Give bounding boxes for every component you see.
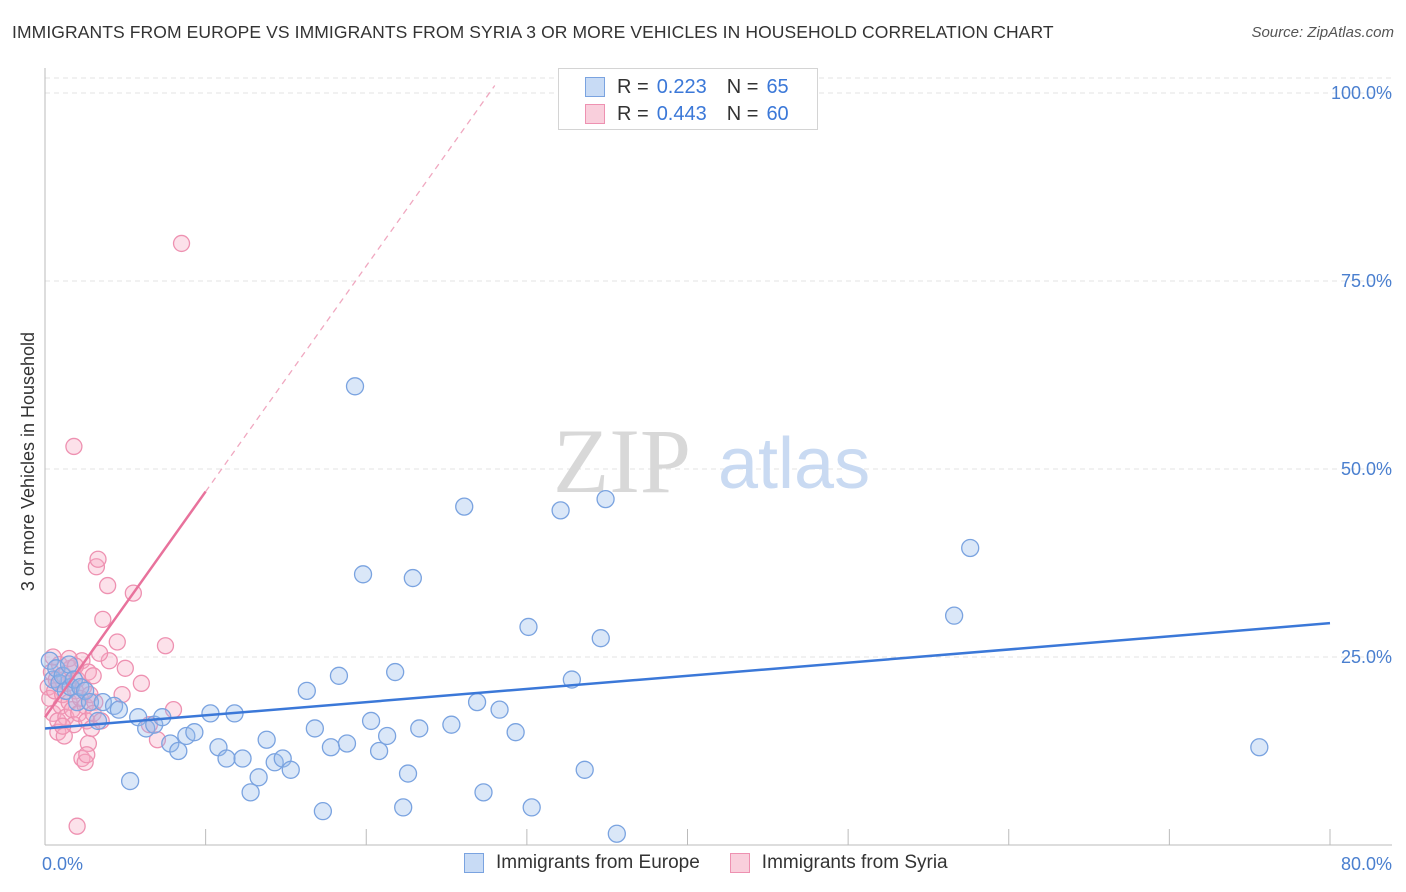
legend-r-value-europe: 0.223 <box>656 75 707 98</box>
europe-point <box>522 798 541 817</box>
label-layer: 25.0% 50.0% 75.0% 100.0% 0.0% 80.0% 3 or more … <box>18 83 1392 874</box>
europe-point <box>329 666 349 685</box>
legend-row-syria: R = 0.443 N = 60 <box>585 102 789 126</box>
europe-point <box>249 768 268 787</box>
syria-point <box>68 817 86 835</box>
europe-point <box>76 681 95 700</box>
syria-point <box>108 633 126 651</box>
europe-point <box>281 760 300 779</box>
bottom-legend-europe: Immigrants from Europe <box>464 852 700 874</box>
legend-r-label: R = <box>617 102 649 125</box>
bottom-legend-swatch-europe <box>464 853 484 873</box>
syria-point <box>84 667 102 685</box>
europe-point <box>591 629 610 648</box>
legend-n-value-syria: 60 <box>766 102 789 125</box>
europe-point <box>377 726 397 746</box>
grid-layer <box>45 77 1392 658</box>
europe-point <box>394 798 413 817</box>
europe-point <box>337 734 357 753</box>
chart-title: IMMIGRANTS FROM EUROPE VS IMMIGRANTS FRO… <box>12 22 1054 42</box>
europe-point <box>961 538 980 558</box>
europe-point <box>59 655 79 674</box>
europe-point <box>217 749 236 768</box>
europe-point <box>313 802 333 821</box>
legend-row-europe: R = 0.223 N = 65 <box>585 75 789 99</box>
syria-point <box>65 437 83 456</box>
syria-point <box>89 550 107 568</box>
europe-point <box>109 700 129 719</box>
syria-point <box>156 637 175 655</box>
europe-point <box>257 730 276 749</box>
legend-n-label: N = <box>726 75 759 98</box>
legend-r-label: R = <box>617 75 649 98</box>
syria-point <box>172 234 191 253</box>
y-tick-label: 100.0% <box>1331 83 1392 103</box>
europe-point <box>297 681 316 700</box>
europe-point <box>80 692 100 712</box>
europe-point <box>403 568 422 588</box>
europe-point <box>551 501 570 520</box>
bottom-legend: Immigrants from Europe Immigrants from S… <box>464 852 978 874</box>
europe-point <box>345 377 365 396</box>
x-tick-label-max: 80.0% <box>1341 854 1392 874</box>
europe-point <box>386 662 405 682</box>
y-tick-label: 25.0% <box>1341 647 1392 667</box>
europe-point <box>1250 738 1269 757</box>
europe-trend-line <box>44 621 1331 730</box>
europe-point <box>40 651 59 670</box>
europe-point <box>369 741 389 761</box>
bottom-legend-label-europe: Immigrants from Europe <box>496 852 700 873</box>
syria-point <box>78 746 96 764</box>
syria-point <box>94 610 112 629</box>
syria-point <box>132 674 151 692</box>
watermark-zip: ZIP <box>553 410 691 512</box>
legend-r-value-syria: 0.443 <box>656 102 707 125</box>
legend-swatch-syria <box>585 104 605 124</box>
europe-point <box>241 783 260 802</box>
y-tick-label: 75.0% <box>1341 271 1392 291</box>
europe-point <box>596 489 615 509</box>
europe-point <box>474 783 493 802</box>
bottom-legend-syria: Immigrants from Syria <box>729 852 948 874</box>
bottom-legend-swatch-syria <box>729 853 750 873</box>
chart-source: Source: ZipAtlas.com <box>1251 24 1394 41</box>
europe-point <box>305 719 325 738</box>
europe-point <box>185 723 204 742</box>
europe-point <box>442 715 461 734</box>
y-tick-label: 50.0% <box>1341 459 1392 479</box>
europe-point <box>321 738 341 757</box>
syria-trend-extension <box>205 85 496 492</box>
legend-swatch-europe <box>585 77 605 97</box>
y-axis-label: 3 or more Vehicles in Household <box>18 332 38 591</box>
europe-point <box>120 771 140 791</box>
europe-point <box>467 692 487 712</box>
syria-point <box>116 659 134 677</box>
europe-point <box>93 692 112 712</box>
europe-point <box>607 824 626 843</box>
legend-box: R = 0.223 N = 65 R = 0.443 N = 60 <box>558 68 818 130</box>
trend-layer <box>43 85 1331 730</box>
europe-point <box>944 606 964 625</box>
europe-point <box>490 700 509 719</box>
europe-point <box>169 741 188 761</box>
bottom-legend-label-syria: Immigrants from Syria <box>761 852 948 873</box>
europe-point <box>88 711 108 731</box>
europe-point <box>361 711 381 731</box>
legend-n-value-europe: 65 <box>766 75 789 98</box>
europe-point <box>410 719 429 738</box>
legend-n-label: N = <box>726 102 759 125</box>
syria-point <box>98 576 117 595</box>
europe-point <box>455 497 474 516</box>
europe-point <box>398 764 418 783</box>
syria-trend-line <box>43 490 207 718</box>
europe-point <box>506 723 525 742</box>
watermark-atlas: atlas <box>718 424 870 504</box>
europe-point <box>575 760 594 779</box>
europe-point <box>353 565 373 584</box>
x-tick-label-min: 0.0% <box>42 854 83 874</box>
europe-point <box>233 749 252 768</box>
europe-point <box>519 617 538 637</box>
